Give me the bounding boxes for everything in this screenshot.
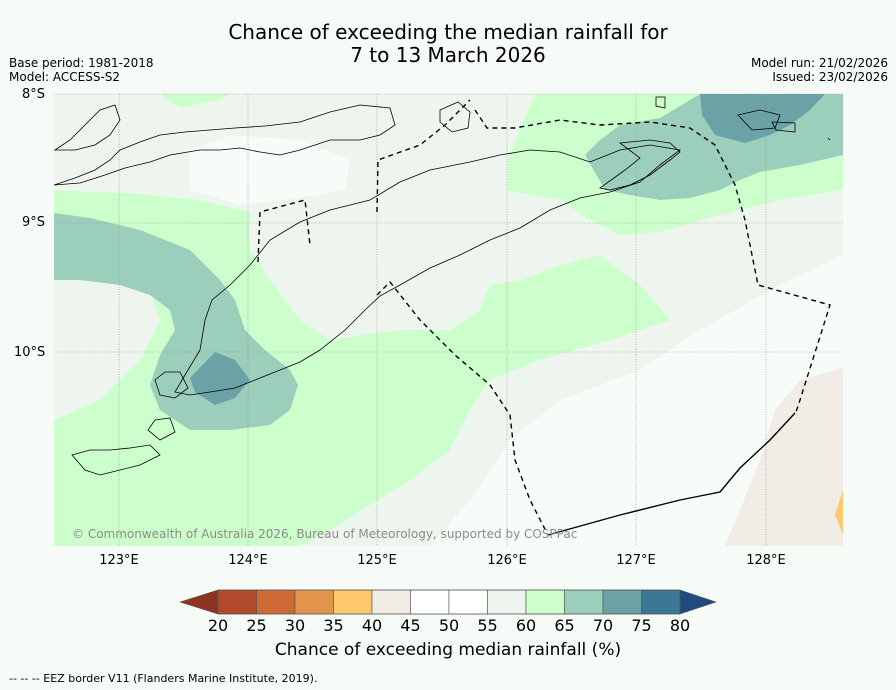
colorbar-tick-label: 70: [592, 616, 614, 635]
colorbar-under-arrow: [179, 589, 219, 615]
lon-label-126e: 126°E: [487, 553, 527, 568]
lon-label-127e: 127°E: [616, 553, 656, 568]
colorbar-swatch: [410, 589, 450, 615]
colorbar-tick-label: 25: [246, 616, 267, 635]
base-period-label: Base period: 1981-2018: [9, 56, 154, 70]
colorbar-swatch: [487, 589, 527, 615]
lon-label-123e: 123°E: [99, 553, 139, 568]
lon-label-125e: 125°E: [357, 553, 397, 568]
colorbar-tick-label: 35: [323, 616, 344, 635]
probability-70-75-west: [190, 352, 250, 405]
map-fill-layer: [54, 94, 843, 546]
model-run-label: Model run: 21/02/2026: [750, 56, 888, 70]
map-title-line2: 7 to 13 March 2026: [350, 43, 546, 67]
colorbar-tick-label: 80: [669, 616, 691, 635]
colorbar-over-arrow: [679, 589, 717, 615]
colorbar-swatch: [641, 589, 681, 615]
colorbar-title: Chance of exceeding median rainfall (%): [274, 640, 622, 660]
colorbar-tick-label: 55: [477, 616, 498, 635]
colorbar-swatch: [294, 589, 334, 615]
graticule: [54, 93, 843, 546]
colorbar-swatch: [256, 589, 296, 615]
issued-label: Issued: 23/02/2026: [772, 70, 888, 84]
colorbar-swatch: [448, 589, 488, 615]
probability-35-40-region: [835, 490, 843, 535]
colorbar-tick-label: 60: [515, 616, 537, 635]
coastlines: [54, 96, 831, 476]
lat-label-9s: 9°S: [22, 215, 46, 230]
colorbar-tick-label: 45: [400, 616, 421, 635]
colorbar-tick-label: 20: [207, 616, 229, 635]
probability-45-55-region: [430, 255, 843, 546]
colorbar-swatch: [333, 589, 373, 615]
lat-label-10s: 10°S: [14, 345, 46, 360]
lon-label-128e: 128°E: [746, 553, 786, 568]
border-solid-segment: [547, 412, 796, 536]
lat-label-8s: 8°S: [22, 87, 46, 102]
colorbar-swatch: [217, 589, 257, 615]
colorbar-swatch: [564, 589, 604, 615]
colorbar-swatch: [602, 589, 642, 615]
model-label: Model: ACCESS-S2: [9, 70, 121, 84]
eez-border: [257, 99, 831, 536]
colorbar-tick-label: 30: [284, 616, 306, 635]
eez-footnote: -- -- -- EEZ border V11 (Flanders Marine…: [9, 672, 318, 685]
copyright-notice: © Commonwealth of Australia 2026, Bureau…: [72, 527, 578, 541]
colorbar-tick-label: 40: [361, 616, 383, 635]
probability-40-45-region: [725, 368, 843, 546]
colorbar-tick-label: 75: [631, 616, 652, 635]
map-title-line1: Chance of exceeding the median rainfall …: [228, 20, 668, 44]
probability-45-55-north: [190, 135, 350, 205]
colorbar-swatch: [525, 589, 565, 615]
colorbar-tick-label: 50: [438, 616, 460, 635]
lon-label-124e: 124°E: [228, 553, 268, 568]
probability-70-75-northeast: [700, 94, 825, 143]
colorbar-swatch: [371, 589, 411, 615]
colorbar: [179, 589, 717, 615]
colorbar-tick-label: 65: [554, 616, 575, 635]
